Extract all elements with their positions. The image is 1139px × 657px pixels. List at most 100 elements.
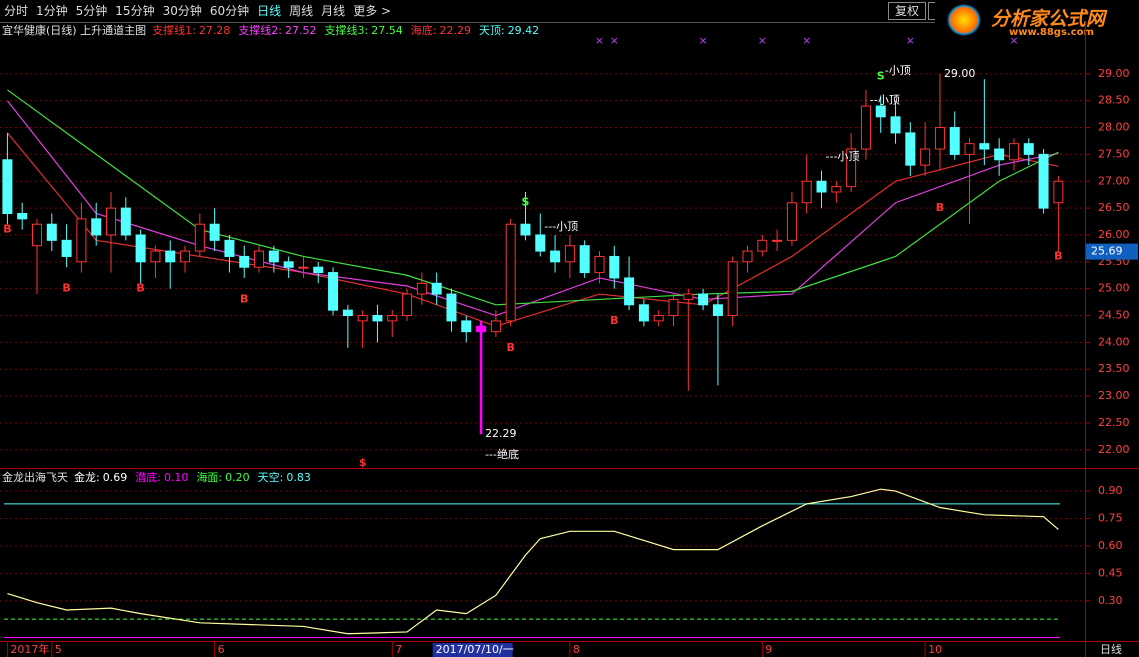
candle-body: [535, 234, 546, 252]
candle-body: [476, 325, 487, 333]
candle-body: [668, 298, 679, 317]
candle-body: [239, 255, 250, 268]
legend-label: 天空:: [258, 470, 284, 484]
candle-body: [994, 148, 1005, 161]
indicator-line: [7, 89, 1059, 306]
candle-body: [757, 239, 768, 252]
period-tab[interactable]: 月线: [321, 4, 346, 18]
y-tick-label: 25.00: [1098, 282, 1130, 295]
annotation: ---小顶: [544, 220, 578, 233]
candle-body: [1053, 180, 1064, 204]
candle-body: [772, 239, 783, 242]
signal-mark: ×: [906, 34, 915, 47]
candle-body: [342, 309, 353, 317]
candle-body: [1038, 153, 1049, 209]
signal-mark: ×: [610, 34, 619, 47]
cursor-label-box: [432, 643, 513, 657]
candle-body: [905, 132, 916, 166]
candle-body: [416, 282, 427, 295]
x-tick-label: 8: [573, 643, 580, 656]
candle-body: [298, 266, 309, 269]
annotation: -小顶: [885, 64, 911, 77]
y-tick-label: 27.50: [1098, 147, 1130, 160]
candle-body: [1008, 143, 1019, 161]
candle-body: [979, 143, 990, 150]
candle-body: [150, 250, 161, 263]
legend-value: 0.83: [286, 471, 311, 484]
x-tick-label: 9: [765, 643, 772, 656]
signal-mark: ×: [758, 34, 767, 47]
candle-body: [653, 315, 664, 322]
candle-body: [120, 207, 131, 236]
candle-body: [135, 234, 146, 263]
y-tick-label: 0.30: [1098, 594, 1123, 607]
candle-body: [801, 180, 812, 204]
candle-body: [920, 148, 931, 166]
candle-body: [846, 148, 857, 188]
candle-body: [431, 282, 442, 295]
logo-title: 分析家公式网: [991, 8, 1106, 30]
candle-body: [505, 223, 516, 322]
legend-value: 0.69: [103, 471, 128, 484]
x-tick-label: 7: [395, 643, 402, 656]
annotation: S: [522, 196, 530, 209]
period-tab[interactable]: 日线: [257, 4, 282, 18]
period-tab[interactable]: 15分钟: [115, 4, 155, 18]
y-tick-label: 28.00: [1098, 121, 1130, 134]
period-tab[interactable]: 分时: [4, 4, 29, 18]
candle-body: [550, 250, 561, 263]
y-tick-label: 26.50: [1098, 201, 1130, 214]
y-tick-label: 23.00: [1098, 389, 1130, 402]
y-tick-label: 28.50: [1098, 94, 1130, 107]
candle-body: [490, 320, 501, 333]
annotation: B: [240, 292, 248, 305]
annotation: B: [62, 282, 70, 295]
annotation: ---绝底: [485, 447, 519, 461]
annotation: B: [136, 282, 144, 295]
period-tab[interactable]: 更多 >: [353, 4, 392, 18]
annotation: --小顶: [870, 94, 900, 107]
period-tab[interactable]: 5分钟: [75, 4, 108, 18]
toolbar-button[interactable]: 复权: [888, 2, 927, 20]
candle-body: [17, 212, 28, 220]
candle-body: [387, 315, 398, 322]
candle-body: [328, 272, 339, 311]
candle-body: [224, 239, 235, 257]
annotation: ---小顶: [826, 150, 860, 163]
period-tab[interactable]: 30分钟: [162, 4, 202, 18]
candle-body: [254, 250, 265, 268]
indicator-line: [6, 132, 1059, 327]
annotation: B: [610, 314, 618, 327]
y-tick-label: 0.75: [1098, 511, 1123, 524]
candle-body: [712, 304, 723, 317]
candle-body: [698, 293, 709, 306]
candle-body: [402, 293, 413, 317]
logo: 分析家公式网 www.88gs.com: [935, 0, 1139, 40]
legend-value: 0.10: [164, 471, 189, 484]
legend-label: 支撑线3:: [325, 23, 369, 37]
legend-label: 海面:: [196, 470, 222, 484]
y-tick-label: 26.00: [1098, 228, 1130, 241]
signal-mark: ×: [595, 34, 604, 47]
period-tab[interactable]: 1分钟: [36, 4, 68, 18]
annotation: S: [877, 70, 885, 83]
candle-body: [890, 116, 901, 134]
legend-value: 0.20: [225, 471, 250, 484]
candle-body: [594, 255, 605, 274]
indicator-line: [6, 100, 1059, 317]
legend-label: 支撑线1:: [152, 23, 196, 37]
y-tick-label: 24.00: [1098, 335, 1130, 348]
panel-title: 宜华健康(日线) 上升通道主图: [2, 23, 146, 37]
y-tick-label: 0.60: [1098, 539, 1123, 552]
toolbar: 分时 1分钟 5分钟 15分钟 30分钟 60分钟 日线 周线 月线 更多 >: [0, 0, 1139, 23]
period-tab[interactable]: 周线: [289, 4, 314, 18]
candle-body: [268, 250, 279, 263]
candle-body: [624, 277, 635, 306]
candle-body: [816, 180, 827, 193]
cursor-label: 2017/07/10/一: [436, 643, 514, 656]
candle-body: [638, 304, 649, 322]
annotation: $: [359, 456, 367, 469]
period-tab[interactable]: 60分钟: [209, 4, 250, 18]
y-tick-label: 0.90: [1098, 484, 1123, 497]
candle-body: [727, 261, 738, 317]
